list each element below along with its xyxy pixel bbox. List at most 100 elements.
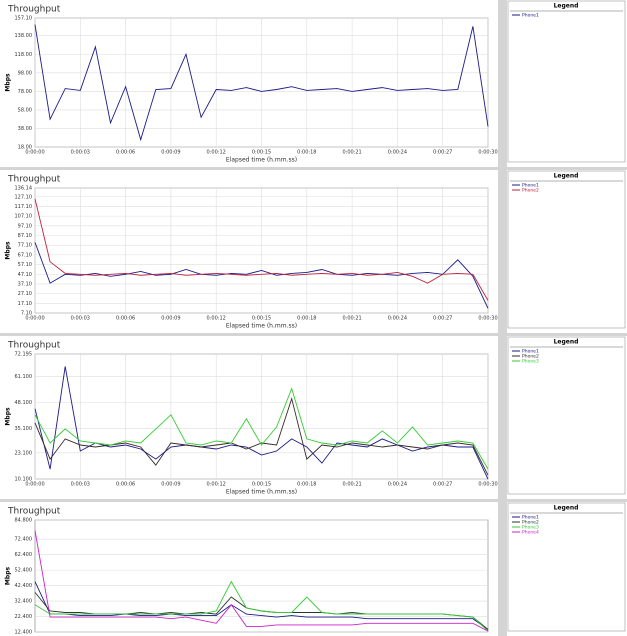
x-tick-label: 0:00:21 <box>342 150 361 156</box>
x-tick-label: 0:00:27 <box>433 150 452 156</box>
series-line <box>34 387 489 470</box>
legend-title: Legend <box>554 173 579 180</box>
x-tick-label: 0:00:00 <box>25 316 44 322</box>
x-axis-label: Elapsed time (h.mm.ss) <box>226 489 297 496</box>
y-tick-label: 10.100 <box>15 477 33 483</box>
x-tick-label: 0:00:09 <box>161 482 180 488</box>
y-tick-label: 7.10 <box>21 311 32 317</box>
y-tick-label: 57.10 <box>18 262 32 268</box>
y-tick-label: 78.00 <box>18 89 32 95</box>
series-line <box>34 366 489 480</box>
x-tick-label: 0:00:03 <box>71 150 90 156</box>
x-tick-label: 0:00:09 <box>161 150 180 156</box>
chart-title: Throughput <box>7 175 61 185</box>
chart-title: Throughput <box>7 507 61 517</box>
chart: Throughput Mbps 18.00 38.00 58.00 78.00 98.00 1… <box>5 0 626 167</box>
series-line <box>34 242 489 309</box>
x-tick-label: 0:00:00 <box>25 482 44 488</box>
x-tick-label: 0:00:06 <box>116 482 135 488</box>
y-tick-label: 52.400 <box>15 568 33 574</box>
legend-title: Legend <box>554 505 579 512</box>
x-tick-label: 0:00:00 <box>25 150 44 156</box>
x-tick-label: 0:00:27 <box>433 316 452 322</box>
y-tick-label: 12.400 <box>15 630 33 636</box>
y-tick-label: 84.800 <box>15 518 33 524</box>
y-tick-label: 37.10 <box>18 281 32 287</box>
x-tick-label: 0:00:18 <box>297 150 316 156</box>
y-axis-label: Mbps <box>5 567 12 586</box>
plot-area <box>34 519 489 633</box>
x-tick-label: 0:00:27 <box>433 482 452 488</box>
chart-panel: Throughput Mbps 12.400 22.400 32.400 42.400 52… <box>0 502 627 636</box>
y-tick-label: 136.14 <box>15 186 33 192</box>
chart-title: Throughput <box>7 5 61 15</box>
x-tick-label: 0:00:30 <box>478 316 497 322</box>
legend-title: Legend <box>554 339 579 346</box>
y-tick-label: 127.10 <box>15 194 33 200</box>
y-tick-label: 58.00 <box>18 107 32 113</box>
x-tick-label: 0:00:18 <box>297 316 316 322</box>
y-tick-label: 62.400 <box>15 552 33 558</box>
y-axis-label: Mbps <box>5 241 12 260</box>
y-axis-label: Mbps <box>5 407 12 426</box>
y-tick-label: 38.00 <box>18 126 32 132</box>
y-tick-label: 157.10 <box>15 16 33 22</box>
y-tick-label: 77.10 <box>18 243 32 249</box>
legend-label: Phone4 <box>522 530 539 536</box>
chart-title: Throughput <box>7 341 61 351</box>
separator <box>498 336 507 499</box>
x-axis-label: Elapsed time (h.mm.ss) <box>226 323 297 330</box>
legend-label: Phone3 <box>522 359 539 365</box>
chart-panel: Throughput Mbps 10.100 23.100 35.100 48.100 61… <box>0 336 627 499</box>
chart: Throughput Mbps 12.400 22.400 32.400 42.400 52… <box>5 502 626 636</box>
legend-box <box>507 170 626 329</box>
y-tick-label: 27.10 <box>18 291 32 297</box>
separator <box>498 0 507 167</box>
x-tick-label: 0:00:06 <box>116 316 135 322</box>
y-tick-label: 35.100 <box>15 426 33 432</box>
chart-panel: Throughput Mbps 7.10 17.10 27.10 37.10 47.10 57… <box>0 170 627 333</box>
legend-label: Phone2 <box>522 188 539 194</box>
x-tick-label: 0:00:06 <box>116 150 135 156</box>
chart-panel: Throughput Mbps 18.00 38.00 58.00 78.00 98.00 1… <box>0 0 627 167</box>
chart: Throughput Mbps 7.10 17.10 27.10 37.10 47.10 57… <box>5 170 626 333</box>
x-axis-label: Elapsed time (h.mm.ss) <box>226 157 297 164</box>
x-tick-label: 0:00:03 <box>71 316 90 322</box>
x-tick-label: 0:00:18 <box>297 482 316 488</box>
y-tick-label: 17.10 <box>18 301 32 307</box>
legend-label: Phone1 <box>522 349 539 355</box>
y-tick-label: 138.00 <box>15 33 33 39</box>
y-tick-label: 23.100 <box>15 450 33 456</box>
y-tick-label: 72.195 <box>15 352 33 358</box>
legend-label: Phone3 <box>522 525 539 531</box>
legend-label: Phone1 <box>522 183 539 189</box>
x-tick-label: 0:00:24 <box>388 150 407 156</box>
series-line <box>34 580 489 632</box>
x-tick-label: 0:00:24 <box>388 316 407 322</box>
y-tick-label: 87.10 <box>18 233 32 239</box>
x-tick-label: 0:00:12 <box>207 316 226 322</box>
series-line <box>34 581 489 630</box>
legend-label: Phone2 <box>522 520 539 526</box>
y-tick-label: 72.400 <box>15 537 33 543</box>
series-line <box>34 198 489 301</box>
y-tick-label: 107.10 <box>15 214 33 220</box>
y-tick-label: 32.400 <box>15 599 33 605</box>
y-tick-label: 98.00 <box>18 70 32 76</box>
legend-title: Legend <box>554 3 579 10</box>
y-axis-label: Mbps <box>5 73 12 92</box>
x-tick-label: 0:00:09 <box>161 316 180 322</box>
x-tick-label: 0:00:24 <box>388 482 407 488</box>
y-tick-label: 42.400 <box>15 583 33 589</box>
separator <box>498 502 507 636</box>
x-tick-label: 0:00:21 <box>342 316 361 322</box>
y-tick-label: 67.10 <box>18 252 32 258</box>
x-tick-label: 0:00:30 <box>478 150 497 156</box>
x-tick-label: 0:00:30 <box>478 482 497 488</box>
legend-label: Phone1 <box>522 13 539 19</box>
y-tick-label: 117.10 <box>15 204 33 210</box>
x-tick-label: 0:00:12 <box>207 482 226 488</box>
x-tick-label: 0:00:03 <box>71 482 90 488</box>
x-tick-label: 0:00:15 <box>252 150 271 156</box>
